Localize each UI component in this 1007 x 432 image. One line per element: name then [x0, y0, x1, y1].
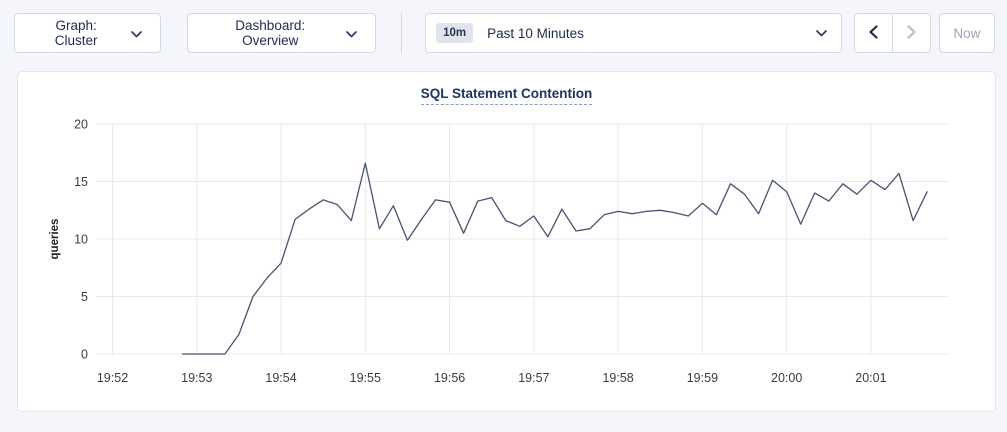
y-tick-label: 0 — [81, 348, 88, 362]
toolbar: Graph: Cluster Dashboard: Overview 10m P… — [0, 0, 1007, 53]
time-next-button[interactable] — [892, 14, 930, 52]
time-step-group — [853, 13, 931, 53]
y-axis-title: queries — [49, 219, 61, 260]
sql-statement-contention-chart[interactable]: 0 5 10 15 20 19:52 19:53 19:54 19:55 19:56 19:57 19… — [18, 111, 980, 411]
time-window-label: Past 10 Minutes — [487, 25, 584, 41]
x-tick-label: 19:58 — [602, 371, 633, 385]
x-tick-label: 19:55 — [350, 371, 381, 385]
dashboard-dropdown-label: Dashboard: Overview — [235, 18, 306, 48]
y-tick-label: 15 — [74, 175, 88, 189]
time-window-badge: 10m — [436, 23, 474, 43]
graph-dropdown-label: Graph: Cluster — [54, 18, 98, 48]
toolbar-divider — [401, 13, 403, 53]
graph-dropdown[interactable]: Graph: Cluster — [14, 13, 162, 53]
y-tick-label: 10 — [74, 233, 88, 247]
chevron-down-icon — [815, 24, 827, 42]
now-button[interactable]: Now — [938, 13, 995, 53]
dashboard-dropdown[interactable]: Dashboard: Overview — [187, 13, 377, 53]
x-tick-label: 20:01 — [855, 371, 886, 385]
x-tick-label: 19:56 — [434, 371, 465, 385]
y-tick-label: 20 — [74, 118, 88, 132]
x-tick-label: 19:59 — [687, 371, 718, 385]
series-line-queries — [182, 162, 928, 355]
y-tick-label: 5 — [81, 290, 88, 304]
x-tick-label: 20:00 — [771, 371, 802, 385]
x-tick-label: 19:57 — [518, 371, 549, 385]
chevron-down-icon — [346, 26, 357, 41]
chevron-down-icon — [131, 26, 143, 41]
x-tick-label: 19:54 — [265, 371, 296, 385]
time-prev-button[interactable] — [855, 14, 892, 52]
chart-title[interactable]: SQL Statement Contention — [420, 86, 593, 105]
chevron-left-icon — [869, 24, 878, 42]
x-tick-label: 19:53 — [181, 371, 212, 385]
chart-card: SQL Statement Contention 0 5 10 15 20 19:52 19… — [17, 71, 996, 412]
chevron-right-icon — [907, 24, 916, 42]
time-range-selector[interactable]: 10m Past 10 Minutes — [425, 13, 842, 53]
x-tick-label: 19:52 — [97, 371, 128, 385]
